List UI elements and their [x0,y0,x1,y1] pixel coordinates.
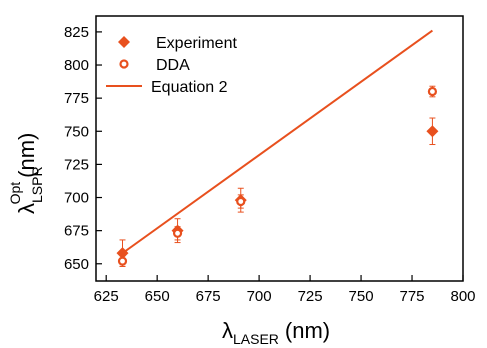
legend-circle-icon [119,59,129,69]
dda-point [236,196,246,207]
y-axis-title: λLSPR Opt (nm) [7,133,45,214]
y-tick-label: 775 [64,90,89,107]
x-tick-label: 750 [349,288,374,305]
x-tick-label: 800 [450,288,475,305]
tick-labels: 625 650 675 700 725 750 775 800 650 675 700 725 750 7… [64,24,476,305]
tick-marks [96,31,464,281]
x-axis-unit: (nm) [285,318,330,343]
y-tick-label: 750 [64,123,89,140]
x-tick-label: 700 [247,288,272,305]
legend-diamond-icon [118,36,130,48]
series-2 [121,29,434,254]
x-axis-symbol: λ [222,318,233,343]
y-tick-label: 650 [64,256,89,273]
y-tick-label: 800 [64,57,89,74]
dda-point [427,86,438,97]
equation-2-line [121,29,434,254]
y-tick-label: 675 [64,223,89,240]
y-tick-label: 825 [64,24,89,41]
y-axis-unit: (nm) [14,133,39,178]
x-tick-label: 775 [400,288,425,305]
series-0 [116,117,439,267]
y-tick-label: 725 [64,156,89,173]
legend-label: DDA [156,57,190,74]
y-axis-subscript: LSPR [29,166,45,203]
dda-point [117,256,128,266]
x-tick-label: 725 [298,288,323,305]
plot-frame [95,15,464,282]
legend: Experiment DDA Equation 2 [106,35,237,96]
y-axis-symbol: λ [14,203,39,214]
x-axis-title: λLASER (nm) [222,318,330,347]
x-axis-subscript: LASER [233,331,279,347]
legend-label: Experiment [156,35,237,52]
x-tick-label: 650 [145,288,170,305]
dda-point [172,228,183,238]
x-tick-label: 675 [196,288,221,305]
experiment-point [426,125,439,138]
data-series [116,29,439,267]
y-tick-label: 700 [64,190,89,207]
x-tick-label: 625 [94,288,119,305]
series-1 [117,85,438,267]
y-axis-superscript: Opt [7,182,23,205]
legend-label: Equation 2 [151,79,228,96]
